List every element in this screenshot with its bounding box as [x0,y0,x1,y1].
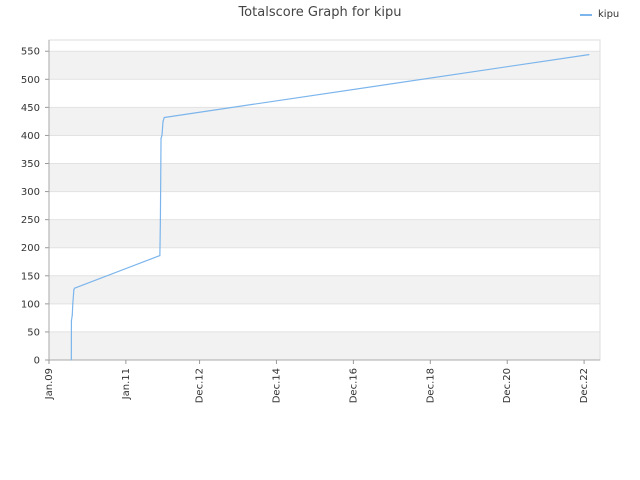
y-tick-label: 50 [27,327,40,338]
data-point [70,320,73,322]
y-tick-label: 500 [21,75,40,86]
data-point [70,359,72,361]
x-tick-label: Jan.09 [44,368,55,400]
data-point [71,314,73,316]
data-point [72,303,74,305]
data-point [160,137,162,139]
grid-band [49,163,600,192]
y-tick-label: 450 [21,103,40,114]
y-tick-label: 250 [21,215,40,226]
grid-band [49,219,600,248]
y-tick-label: 400 [21,131,40,142]
y-tick-label: 100 [21,299,40,310]
data-point [73,287,76,289]
grid-band [49,51,600,80]
data-point [163,116,165,119]
data-point [161,134,163,137]
series-line-kipu [70,54,589,361]
grid-band [49,107,600,136]
plot-border [48,39,601,361]
gridlines [49,50,600,361]
data-point [159,219,162,221]
data-point [588,53,590,56]
series-layer [70,53,590,361]
x-tick-label: Dec.22 [579,368,590,403]
data-point [162,120,164,123]
grid-bands [49,51,600,360]
y-tick-label: 350 [21,159,40,170]
data-point [159,254,161,257]
legend-swatch [580,13,592,16]
y-tick-label: 150 [21,271,40,282]
x-tick-label: Dec.14 [271,368,282,403]
data-point [73,289,75,291]
x-tick-label: Jan.11 [121,368,132,400]
y-tick-label: 550 [21,47,40,58]
y-tick-label: 300 [21,187,40,198]
x-tick-label: Dec.16 [348,368,359,403]
legend[interactable]: kipu [580,9,619,20]
chart-title: Totalscore Graph for kipu [238,5,402,20]
x-tick-label: Dec.18 [425,368,436,403]
x-tick-label: Dec.12 [195,368,206,403]
y-tick-label: 200 [21,243,40,254]
x-tick-labels: Jan.09 Jan.11 Dec.12 Dec.14 Dec.16 Dec.18 Dec.… [44,368,590,403]
x-tick-label: Dec.20 [502,368,513,403]
grid-band [49,331,600,360]
y-tick-label: 0 [34,356,40,367]
axes [45,39,601,364]
grid-band [49,275,600,304]
legend-label: kipu [598,9,620,20]
y-tick-labels: 0 50 100 150 200 250 300 350 400 450 500 550 [21,47,40,367]
